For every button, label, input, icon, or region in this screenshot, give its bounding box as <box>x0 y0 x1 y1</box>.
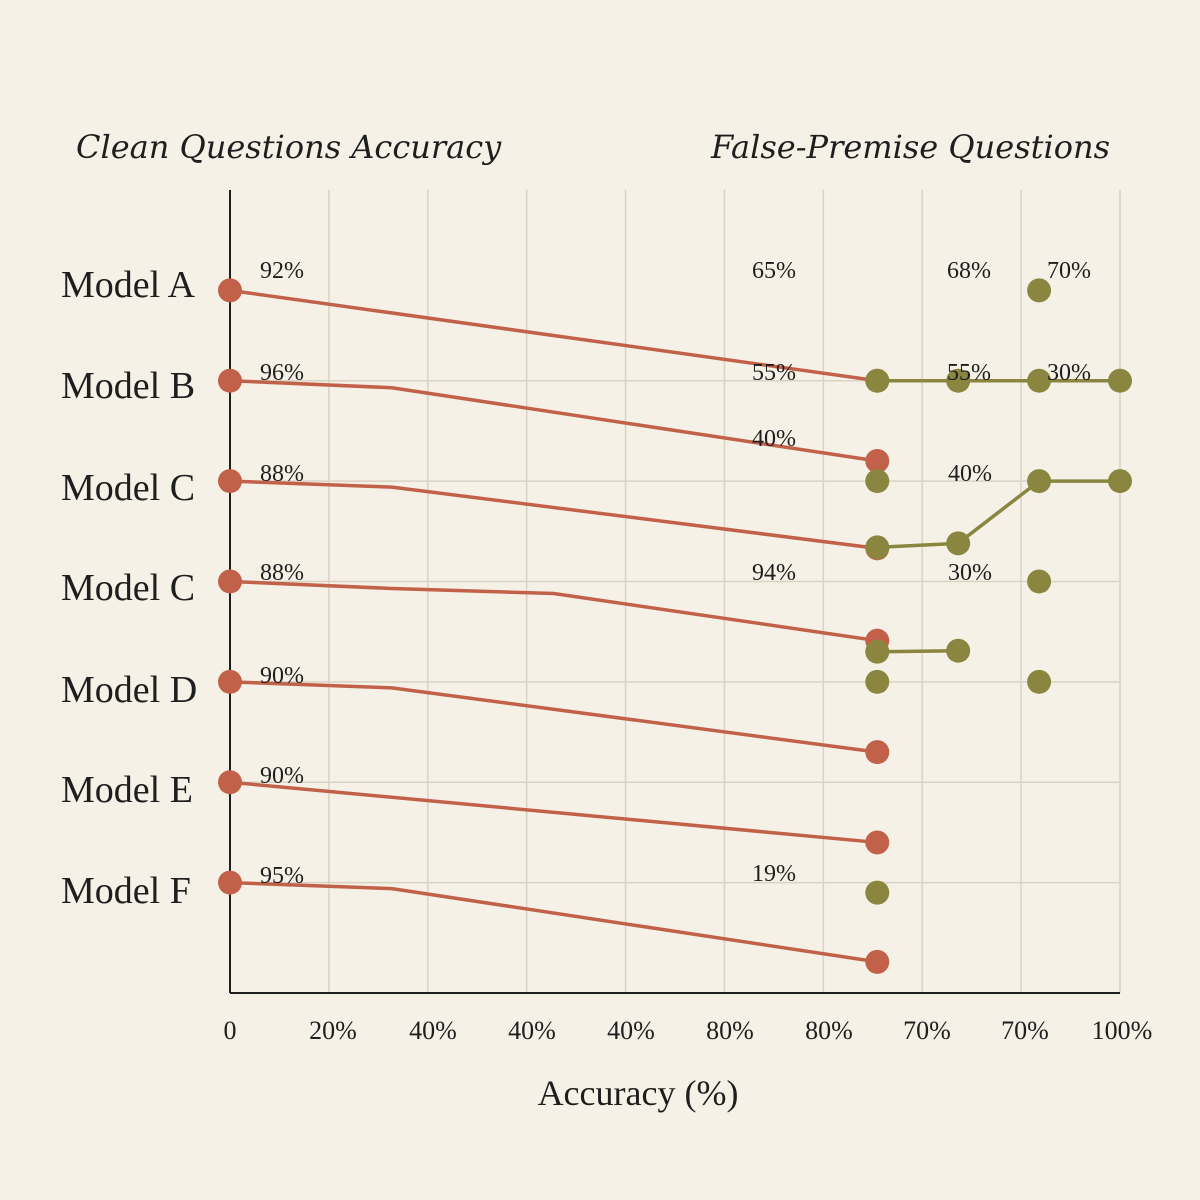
clean-point-4-start <box>218 669 242 694</box>
x-tick-label-1: 20% <box>309 1016 357 1045</box>
right-label-9: 40% <box>948 461 992 487</box>
right-label-6: 70% <box>1047 258 1091 284</box>
clean-point-1-end <box>865 449 890 474</box>
false-premise-point-6-start <box>865 669 890 694</box>
model-label-d: Model D <box>61 669 197 711</box>
left-panel-title: Clean Questions Accuracy <box>76 128 502 166</box>
right-label-2: 40% <box>752 426 796 452</box>
x-tick-label-7: 70% <box>903 1016 951 1045</box>
clean-point-0-start <box>218 278 242 303</box>
x-tick-label-6: 80% <box>805 1016 853 1045</box>
clean-label-model-d: 90% <box>260 663 304 689</box>
false-premise-point-0-start <box>1027 278 1052 303</box>
clean-label-model-c: 88% <box>260 461 304 487</box>
x-tick-label-2: 40% <box>409 1016 457 1045</box>
false-premise-point-8-start <box>865 880 890 905</box>
clean-label-model-c-second: 88% <box>260 560 304 586</box>
false-premise-point-1-mid-1 <box>1027 368 1052 393</box>
clean-label-model-a: 92% <box>260 258 304 284</box>
x-tick-label-4: 40% <box>607 1016 655 1045</box>
clean-line-6 <box>228 880 880 964</box>
clean-point-4-end <box>865 740 890 765</box>
clean-label-model-e: 90% <box>260 763 304 789</box>
model-label-a: Model A <box>61 264 196 306</box>
right-label-8: 30% <box>1047 360 1091 386</box>
right-panel-title: False-Premise Questions <box>710 128 1110 166</box>
right-label-5: 68% <box>947 258 991 284</box>
x-tick-label-0: 0 <box>224 1016 237 1045</box>
clean-line-2 <box>228 479 880 551</box>
false-premise-point-7-start <box>1027 669 1052 694</box>
false-premise-point-1-mid-0 <box>946 368 971 393</box>
markers <box>218 278 1132 974</box>
model-label-e: Model E <box>61 769 193 811</box>
false-premise-point-3-end <box>1108 469 1132 494</box>
false-premise-point-2-start <box>865 469 890 494</box>
clean-line-4 <box>228 680 880 754</box>
clean-line-1 <box>228 378 880 463</box>
false-premise-point-1-start <box>865 368 890 393</box>
false-premise-point-4-start <box>1027 569 1052 594</box>
false-premise-point-3-start <box>865 535 890 560</box>
clean-label-model-f: 95% <box>260 863 304 889</box>
clean-point-6-start <box>218 870 242 895</box>
clean-point-2-start <box>218 469 242 494</box>
clean-point-5-end <box>865 830 890 855</box>
clean-line-0 <box>228 288 880 383</box>
right-label-7: 55% <box>947 360 991 386</box>
model-label-c-second: Model C <box>61 567 195 609</box>
x-tick-label-8: 70% <box>1001 1016 1049 1045</box>
x-tick-label-5: 80% <box>706 1016 754 1045</box>
clean-line-5 <box>228 780 880 845</box>
model-label-c: Model C <box>61 467 195 509</box>
right-label-1: 55% <box>752 360 796 386</box>
clean-point-1-start <box>218 368 242 393</box>
false-premise-point-3-mid-1 <box>1027 469 1052 494</box>
right-label-3: 94% <box>752 560 796 586</box>
model-label-f: Model F <box>61 870 191 912</box>
x-tick-label-9: 100% <box>1092 1016 1153 1045</box>
false-premise-line-5 <box>875 648 960 654</box>
right-label-10: 30% <box>948 560 992 586</box>
clean-line-3 <box>228 579 880 643</box>
false-premise-line-3 <box>875 479 1122 550</box>
clean-label-model-b: 96% <box>260 360 304 386</box>
false-premise-point-5-end <box>946 638 971 663</box>
x-axis-label: Accuracy (%) <box>538 1073 739 1113</box>
false-premise-point-1-end <box>1108 368 1132 393</box>
series <box>228 288 1122 964</box>
clean-point-3-start <box>218 569 242 594</box>
right-label-0: 65% <box>752 258 796 284</box>
right-label-4: 19% <box>752 861 796 887</box>
clean-point-6-end <box>865 949 890 974</box>
gridlines <box>230 190 1121 993</box>
model-label-b: Model B <box>61 365 195 407</box>
clean-point-5-start <box>218 770 242 795</box>
x-tick-label-3: 40% <box>508 1016 556 1045</box>
false-premise-point-3-mid-0 <box>946 531 971 556</box>
false-premise-point-5-start <box>865 639 890 664</box>
